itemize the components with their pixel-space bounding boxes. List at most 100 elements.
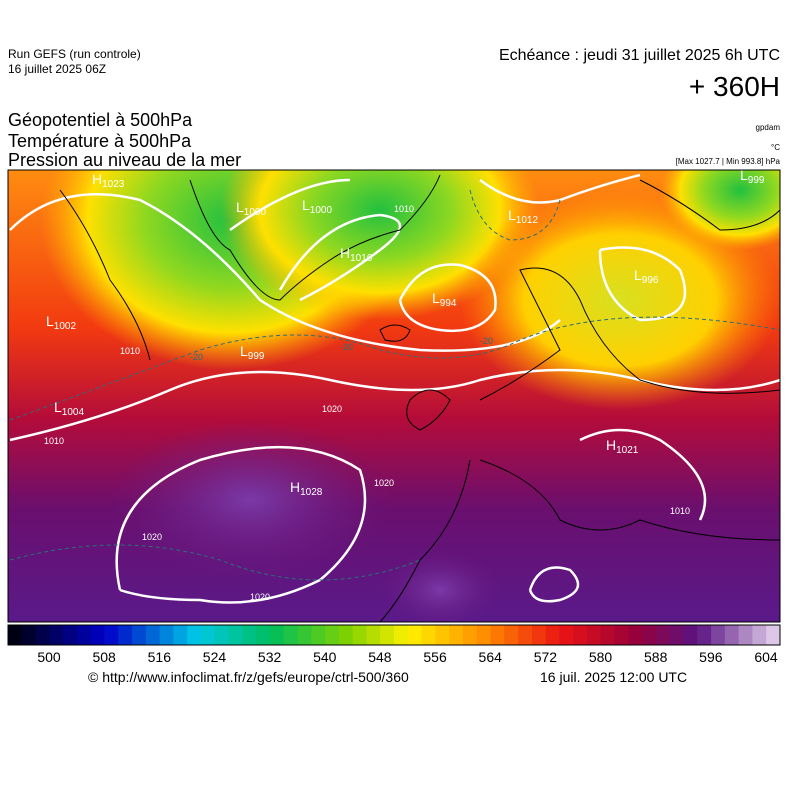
pressure-center: L1002 xyxy=(46,313,76,332)
colorbar-label: 588 xyxy=(644,649,668,665)
colorbar-swatch xyxy=(187,625,202,645)
colorbar-swatch xyxy=(8,625,23,645)
pressure-center: L994 xyxy=(432,290,457,309)
pressure-center: H1023 xyxy=(92,171,125,190)
map-frame xyxy=(7,169,781,623)
colorbar-swatch xyxy=(518,625,533,645)
map: H1023 L1000 L1000 H1016 L994 L1012 L996 … xyxy=(8,167,780,622)
colorbar-swatch xyxy=(614,625,629,645)
colorbar-frame xyxy=(7,624,781,646)
colorbar-swatch xyxy=(531,625,547,645)
colorbar-swatch xyxy=(545,625,560,645)
colorbar-swatch xyxy=(338,625,354,645)
contour-label: 1010 xyxy=(44,436,64,446)
title: Géopotentiel à 500hPa xyxy=(8,110,193,130)
colorbar-swatch xyxy=(132,625,147,645)
colorbar-swatch xyxy=(711,625,726,645)
colorbar-swatch xyxy=(600,625,616,645)
pressure-center: H1021 xyxy=(606,437,639,456)
run-date: 16 juillet 2025 06Z xyxy=(8,62,106,76)
colorbar-swatch xyxy=(173,625,188,645)
colorbar-swatch xyxy=(159,625,174,645)
pressure-center: H1016 xyxy=(340,245,373,264)
colorbar-swatch xyxy=(462,625,478,645)
colorbar-swatch xyxy=(145,625,161,645)
colorbar-label: 548 xyxy=(368,649,392,665)
colorbar-swatch xyxy=(683,625,698,645)
contour-label: 1020 xyxy=(250,592,270,602)
contour-label: -20 xyxy=(190,352,203,362)
colorbar-label: 580 xyxy=(589,649,613,665)
colorbar-swatch xyxy=(118,625,133,645)
colorbar-swatch xyxy=(752,625,767,645)
colorbar-swatch xyxy=(655,625,671,645)
colorbar-swatch xyxy=(380,625,395,645)
title: Température à 500hPa xyxy=(8,131,192,151)
source-url: © http://www.infoclimat.fr/z/gefs/europe… xyxy=(88,669,409,685)
colorbar-swatch xyxy=(504,625,519,645)
pressure-center: L1000 xyxy=(236,199,266,218)
colorbar-swatch xyxy=(256,625,271,645)
colorbar-label: 564 xyxy=(479,649,503,665)
colorbar-swatch xyxy=(559,625,574,645)
pressure-center: L999 xyxy=(740,167,765,186)
colorbar-swatch xyxy=(201,625,216,645)
colorbar-swatch xyxy=(766,625,781,645)
pressure-center: L1012 xyxy=(508,207,538,226)
colorbar-label: 604 xyxy=(754,649,778,665)
colorbar-label: 516 xyxy=(148,649,172,665)
colorbar-swatch xyxy=(269,625,285,645)
colorbar-swatch xyxy=(449,625,464,645)
colorbar-swatch xyxy=(697,625,712,645)
contour-label: 1010 xyxy=(670,506,690,516)
colorbar-swatch xyxy=(21,625,37,645)
colorbar-swatch xyxy=(90,625,105,645)
contour-label: 1020 xyxy=(374,478,394,488)
forecast-time: Echéance : jeudi 31 juillet 2025 6h UTC xyxy=(499,47,780,64)
colorbar-swatch xyxy=(394,625,409,645)
colorbar-swatch xyxy=(738,625,753,645)
colorbar-label: 508 xyxy=(92,649,116,665)
colorbar-swatch xyxy=(311,625,326,645)
issued-time: 16 juil. 2025 12:00 UTC xyxy=(540,669,687,685)
pressure-center: L999 xyxy=(240,343,265,362)
colorbar-swatch xyxy=(325,625,340,645)
colorbar-swatch xyxy=(490,625,505,645)
colorbar-swatch xyxy=(407,625,423,645)
colorbar-swatch xyxy=(352,625,367,645)
contour-label: 1020 xyxy=(322,404,342,414)
run: Run GEFS (run controle) xyxy=(8,47,141,61)
colorbar-swatch xyxy=(104,625,119,645)
contour-label: -20 xyxy=(340,342,353,352)
colorbar-label: 572 xyxy=(534,649,558,665)
pressure-center: L1004 xyxy=(54,399,84,418)
contour-label: 1010 xyxy=(394,204,414,214)
colorbar-swatch xyxy=(49,625,64,645)
colorbar-swatch xyxy=(76,625,92,645)
colorbar-label: 556 xyxy=(423,649,447,665)
colorbar-swatch xyxy=(228,625,243,645)
contour-label: 1010 xyxy=(120,346,140,356)
lead-time: + 360H xyxy=(689,71,780,102)
colorbar-swatch xyxy=(297,625,312,645)
colorbar-swatch xyxy=(669,625,684,645)
colorbar-label: 596 xyxy=(699,649,723,665)
pressure-center: H1028 xyxy=(290,479,323,498)
unit: °C xyxy=(771,143,780,152)
colorbar-swatch xyxy=(435,625,450,645)
unit: gpdam xyxy=(756,123,781,132)
colorbar-swatch xyxy=(283,625,298,645)
colorbar-swatch xyxy=(573,625,588,645)
colorbar-swatch xyxy=(724,625,740,645)
colorbar-swatch xyxy=(476,625,491,645)
colorbar-swatch xyxy=(214,625,230,645)
unit: [Max 1027.7 | Min 993.8] hPa xyxy=(676,157,781,166)
title: Pression au niveau de la mer xyxy=(8,150,241,170)
colorbar-label: 500 xyxy=(37,649,61,665)
colorbar-swatch xyxy=(366,625,381,645)
pressure-center: L996 xyxy=(634,267,659,286)
colorbar-swatch xyxy=(63,625,78,645)
colorbar-label: 532 xyxy=(258,649,282,665)
colorbar-swatch xyxy=(421,625,436,645)
